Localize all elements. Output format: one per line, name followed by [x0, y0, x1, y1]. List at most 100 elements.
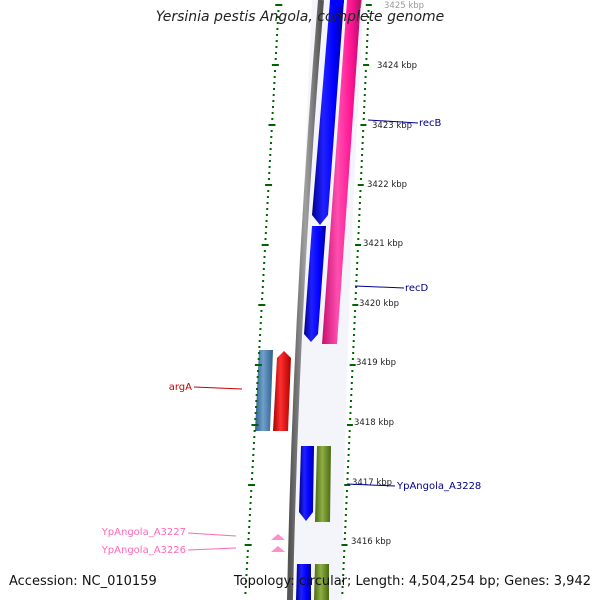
outer-ruler-tick	[344, 484, 351, 486]
genome-title: Yersinia pestis Angola, complete genome	[155, 9, 445, 25]
label-YpAngola_A3227[interactable]: YpAngola_A3227	[101, 527, 186, 538]
inner-ruler-tick	[248, 484, 256, 486]
inner-ruler-tick	[271, 118, 274, 120]
outer-ruler-tick	[352, 304, 359, 306]
outer-ruler-tick	[365, 46, 368, 48]
outer-ruler-tick	[355, 274, 358, 276]
inner-ruler-tick	[273, 88, 276, 90]
label-YpAngola_A3228[interactable]: YpAngola_A3228	[396, 481, 481, 492]
label-YpAngola_A3226[interactable]: YpAngola_A3226	[101, 545, 186, 556]
outer-ruler-tick	[366, 34, 369, 36]
outer-ruler-tick	[348, 430, 351, 432]
outer-ruler-tick	[342, 574, 345, 576]
outer-ruler-tick	[347, 466, 350, 468]
outer-ruler-tick	[356, 256, 359, 258]
label-argA[interactable]: argA	[169, 382, 192, 393]
gene-lower-blue	[299, 446, 314, 521]
inner-ruler-tick	[276, 34, 279, 36]
outer-ruler-tick	[347, 454, 350, 456]
scale-label-3421: 3421 kbp	[363, 239, 403, 249]
outer-ruler-tick	[358, 202, 361, 204]
outer-ruler-tick	[346, 424, 353, 426]
outer-ruler-tick	[354, 292, 357, 294]
outer-ruler-tick	[358, 208, 361, 210]
inner-ruler-tick	[260, 316, 263, 318]
outer-ruler-tick	[367, 10, 370, 12]
inner-ruler-tick	[254, 364, 262, 366]
outer-ruler-tick	[359, 196, 362, 198]
inner-ruler-tick	[248, 526, 251, 528]
outer-ruler-tick	[352, 340, 355, 342]
inner-ruler-tick	[276, 22, 279, 24]
inner-ruler-tick	[274, 70, 277, 72]
inner-ruler-tick	[255, 400, 258, 402]
inner-ruler-tick	[277, 10, 280, 12]
inner-ruler-tick	[271, 64, 279, 66]
outer-ruler-tick	[352, 346, 355, 348]
outer-ruler-tick	[361, 148, 364, 150]
inner-ruler-tick	[260, 310, 263, 312]
recB-leader-line	[367, 119, 419, 124]
inner-ruler-tick	[254, 412, 257, 414]
inner-ruler-tick	[263, 262, 266, 264]
label-recB[interactable]: recB	[419, 118, 442, 129]
gene-recB	[312, 0, 344, 225]
inner-ruler-tick	[267, 190, 270, 192]
inner-ruler-tick	[265, 214, 268, 216]
outer-ruler-tick	[349, 412, 352, 414]
inner-ruler-tick	[277, 16, 280, 18]
inner-ruler-tick	[261, 298, 264, 300]
label-recD[interactable]: recD	[405, 283, 429, 294]
outer-ruler-tick	[367, 16, 370, 18]
inner-ruler-tick	[262, 274, 265, 276]
outer-ruler-tick	[344, 526, 347, 528]
outer-ruler-tick	[355, 244, 362, 246]
outer-ruler-tick	[349, 364, 356, 366]
inner-ruler-tick	[245, 580, 248, 582]
gene-bottom-blue	[296, 564, 311, 600]
gene-YpAngola_A3228	[315, 446, 331, 522]
outer-ruler-tick	[353, 316, 356, 318]
inner-ruler-tick	[269, 142, 272, 144]
outer-ruler-tick	[358, 214, 361, 216]
outer-ruler-tick	[359, 178, 362, 180]
inner-ruler-tick	[254, 406, 257, 408]
inner-ruler-tick	[261, 286, 264, 288]
A3226-leader-line	[187, 547, 237, 551]
inner-ruler-tick	[256, 376, 259, 378]
outer-ruler-tick	[356, 250, 359, 252]
outer-ruler-tick	[363, 94, 366, 96]
inner-ruler-tick	[247, 538, 250, 540]
genome-backbone	[287, 0, 324, 600]
outer-ruler-tick	[355, 268, 358, 270]
inner-ruler-tick	[271, 112, 274, 114]
inner-ruler-tick	[259, 328, 262, 330]
inner-ruler-tick	[248, 514, 251, 516]
scale-label-3422: 3422 kbp	[367, 180, 407, 190]
inner-ruler-tick	[251, 424, 259, 426]
A3228-leader-line	[346, 483, 396, 487]
inner-ruler-tick	[273, 76, 276, 78]
outer-ruler-tick	[345, 496, 348, 498]
outer-ruler-tick	[342, 568, 345, 570]
outer-ruler-tick	[361, 154, 364, 156]
inner-ruler-tick	[270, 136, 273, 138]
outer-ruler-tick	[365, 52, 368, 54]
outer-ruler-tick	[364, 76, 367, 78]
inner-ruler-tick	[259, 322, 262, 324]
inner-ruler-tick	[266, 202, 269, 204]
outer-ruler-tick	[346, 478, 349, 480]
inner-ruler-tick	[248, 520, 251, 522]
inner-ruler-tick	[265, 220, 268, 222]
inner-ruler-tick	[268, 124, 276, 126]
inner-ruler-tick	[250, 490, 253, 492]
inner-ruler-tick	[275, 40, 278, 42]
outer-ruler-tick	[360, 172, 363, 174]
outer-ruler-tick	[347, 448, 350, 450]
inner-ruler-tick	[268, 166, 271, 168]
inner-ruler-tick	[275, 4, 283, 6]
inner-ruler-tick	[265, 226, 268, 228]
outer-ruler-tick	[349, 418, 352, 420]
outer-ruler-tick	[362, 130, 365, 132]
